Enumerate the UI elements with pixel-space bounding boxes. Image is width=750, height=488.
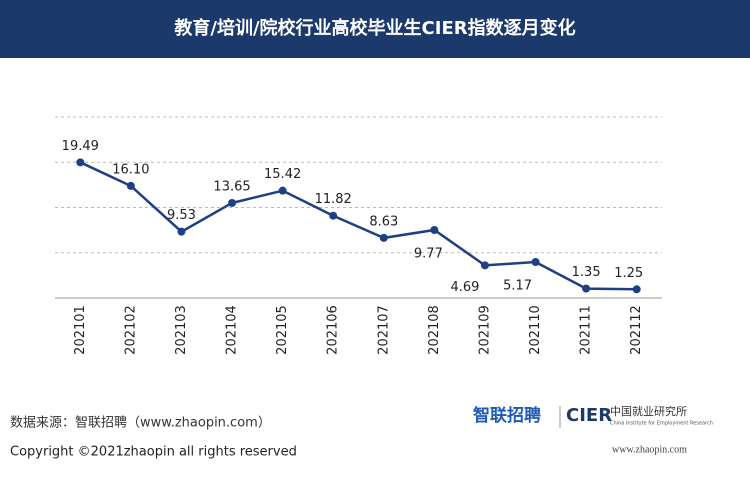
marker [379, 233, 388, 242]
data-label: 19.49 [62, 139, 99, 154]
data-label: 1.25 [614, 266, 643, 281]
data-label: 4.69 [450, 280, 479, 295]
marker [177, 227, 186, 236]
x-tick-label: 202101 [73, 305, 88, 355]
x-tick-label: 202103 [174, 305, 189, 355]
x-tick-label: 202108 [427, 305, 442, 355]
x-tick-label: 202109 [477, 305, 492, 355]
x-tick-label: 202106 [326, 305, 341, 355]
marker [531, 258, 540, 267]
marker [430, 225, 439, 234]
x-tick-label: 202104 [225, 305, 240, 355]
logo-cier-cn: 中国就业研究所 [610, 404, 687, 418]
marker [228, 198, 237, 207]
data-label: 9.77 [414, 246, 443, 261]
logo-zhaopin: 智联招聘 [473, 405, 541, 426]
logo-cier: CIER [566, 405, 612, 426]
line [79, 161, 637, 291]
marker [480, 261, 489, 270]
logo-cier-en: China Institute for Employment Research [610, 421, 713, 427]
title-banner [0, 0, 750, 58]
data-label: 11.82 [315, 192, 352, 207]
marker [632, 285, 641, 294]
marker [126, 181, 135, 190]
data-label: 16.10 [112, 162, 149, 177]
data-label: 13.65 [213, 179, 250, 194]
data-label: 15.42 [264, 167, 301, 182]
data-label: 8.63 [369, 214, 398, 229]
copyright: Copyright ©2021zhaopin all rights reserv… [10, 445, 297, 460]
url: www.zhaopin.com [612, 444, 687, 455]
marker [278, 186, 287, 195]
source: 数据来源：智联招聘（www.zhaopin.com） [10, 416, 271, 431]
marker [582, 284, 591, 293]
data-label: 1.35 [572, 265, 601, 280]
x-tick-label: 202112 [629, 305, 644, 355]
data-label: 9.53 [167, 208, 196, 223]
marker [329, 211, 338, 220]
x-tick-label: 202111 [579, 305, 594, 355]
data-label: 5.17 [503, 279, 532, 294]
marker [76, 158, 85, 167]
x-tick-label: 202102 [123, 305, 138, 355]
chart-title: 教育/培训/院校行业高校毕业生CIER指数逐月变化 [174, 17, 575, 39]
x-tick-label: 202105 [275, 305, 290, 355]
x-tick-label: 202107 [376, 305, 391, 355]
x-tick-label: 202110 [528, 305, 543, 355]
